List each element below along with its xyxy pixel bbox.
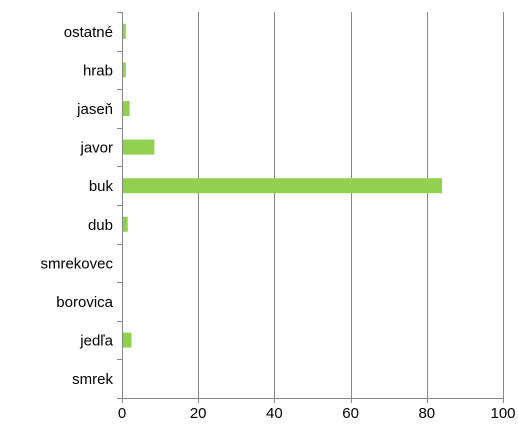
bar-4	[123, 178, 443, 194]
category-label: buk	[89, 178, 114, 195]
x-tick-labels: 0 20 40 60 80 100	[118, 405, 516, 422]
category-label: smrek	[72, 371, 113, 388]
bar-1	[123, 62, 126, 78]
category-labels: ostatné hrab jaseň javor buk dub smrekovec boro…	[40, 24, 113, 388]
gridlines	[198, 12, 504, 398]
x-tick-label: 100	[490, 405, 515, 422]
category-label: jedľa	[79, 333, 113, 350]
x-tick-label: 0	[118, 405, 126, 422]
x-tick-label: 40	[266, 405, 283, 422]
category-label: borovica	[56, 294, 113, 311]
category-label: ostatné	[64, 24, 113, 41]
x-tick-label: 20	[190, 405, 207, 422]
bar-0	[123, 23, 126, 39]
bar-2	[123, 101, 130, 116]
category-label: jaseň	[76, 101, 113, 118]
x-tick-label: 80	[418, 405, 435, 422]
category-label: dub	[88, 217, 113, 234]
x-tick-label: 60	[342, 405, 359, 422]
bar-3	[123, 139, 155, 155]
category-label: hrab	[83, 62, 113, 79]
category-label: smrekovec	[40, 255, 113, 272]
bar-5	[123, 216, 128, 232]
bars	[123, 23, 443, 348]
bar-8	[123, 332, 132, 348]
axes	[117, 12, 504, 403]
category-label: javor	[79, 140, 113, 157]
